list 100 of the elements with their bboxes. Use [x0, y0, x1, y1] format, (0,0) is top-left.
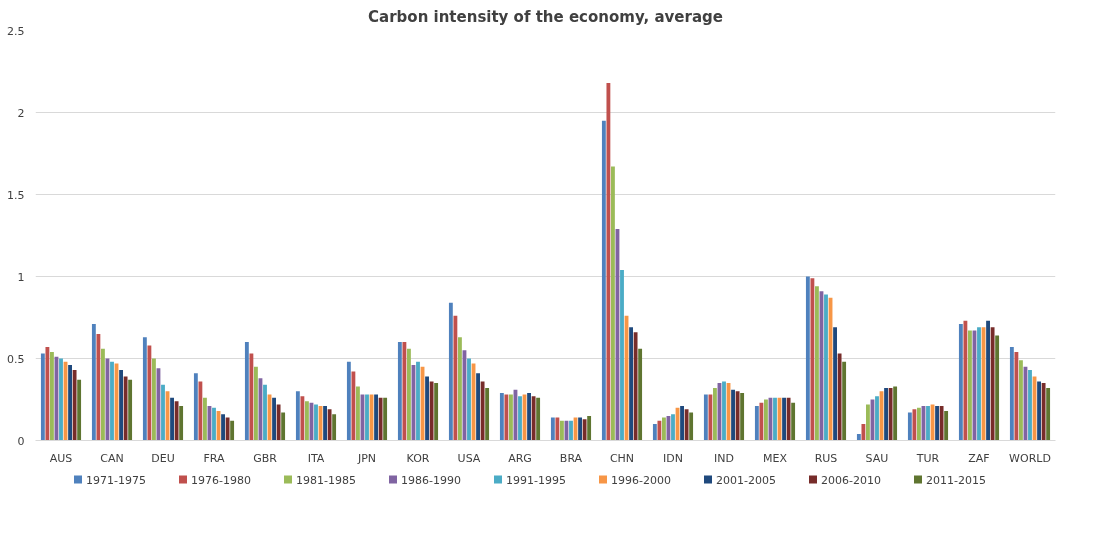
bar [671, 414, 675, 441]
bar [174, 401, 179, 441]
bar [198, 381, 203, 441]
bar [147, 345, 152, 441]
bar [332, 414, 337, 441]
bar [939, 406, 944, 441]
bar [754, 406, 759, 441]
x-tick-label: ARG [508, 451, 532, 465]
legend-label: 1971-1975 [86, 473, 146, 487]
bar [300, 396, 305, 441]
bar [888, 388, 893, 441]
bar [810, 278, 815, 441]
bar [170, 397, 174, 441]
bar [995, 335, 1000, 441]
bar [1046, 388, 1051, 441]
bar [203, 397, 207, 441]
bar [295, 391, 300, 441]
bar [429, 381, 434, 441]
bar [856, 433, 861, 441]
bar [40, 353, 45, 441]
bar [77, 379, 82, 441]
bar [397, 342, 402, 441]
bar [764, 399, 768, 441]
bar [611, 166, 615, 441]
bar [620, 269, 624, 441]
bar [893, 386, 898, 441]
x-tick-label: IDN [663, 451, 683, 465]
bar [968, 330, 972, 441]
bar [550, 417, 555, 441]
bar [837, 353, 842, 441]
x-tick-label: TUR [915, 451, 940, 465]
bar [791, 402, 796, 441]
bar [773, 397, 777, 441]
bar [123, 376, 128, 441]
legend-label: 1986-1990 [401, 473, 461, 487]
bar [587, 415, 592, 441]
bar [657, 420, 662, 441]
bar [1014, 351, 1019, 441]
bar [926, 406, 930, 441]
bar [786, 397, 791, 441]
bar [689, 412, 694, 441]
bar [378, 397, 383, 441]
bar [759, 402, 764, 441]
bar [638, 348, 643, 441]
bar [161, 384, 165, 441]
x-tick-label: ZAF [968, 451, 990, 465]
bar [59, 358, 63, 441]
bar [314, 404, 318, 441]
bar [254, 366, 258, 441]
bar [1009, 347, 1014, 441]
x-tick-label: RUS [814, 451, 838, 465]
bar [119, 369, 123, 441]
x-tick-label: KOR [406, 451, 430, 465]
y-tick-label: 0.5 [7, 352, 25, 366]
bar [434, 383, 439, 441]
x-tick-label: JPN [356, 451, 377, 465]
bar [212, 407, 216, 441]
bar [629, 327, 633, 441]
bar [249, 353, 254, 441]
bar [935, 406, 939, 441]
bar [453, 315, 458, 441]
bar [633, 332, 638, 441]
x-tick-label: USA [457, 451, 481, 465]
bar [448, 302, 453, 441]
bar [346, 361, 351, 441]
bar [152, 358, 156, 441]
bar [416, 361, 420, 441]
bar [990, 327, 995, 441]
bar [365, 394, 369, 441]
bar [45, 347, 50, 441]
bar [866, 404, 870, 441]
bar [476, 373, 480, 441]
x-tick-label: DEU [151, 451, 175, 465]
bar [703, 394, 708, 441]
bar [1041, 383, 1046, 441]
bar [68, 365, 72, 441]
bar [230, 420, 235, 441]
bar [578, 417, 582, 441]
bar [735, 391, 740, 441]
y-tick-label: 2.5 [7, 24, 25, 38]
bar [824, 294, 828, 441]
bar [713, 388, 717, 441]
bar [383, 397, 388, 441]
bar [272, 397, 276, 441]
bar [680, 406, 684, 441]
y-tick-label: 1.5 [7, 188, 25, 202]
x-tick-label: CHN [609, 451, 635, 465]
bar [1037, 381, 1041, 441]
bar [536, 397, 541, 441]
bar [884, 388, 888, 441]
bar [402, 342, 407, 441]
bar [351, 371, 356, 441]
bar [327, 409, 332, 441]
bar [467, 358, 471, 441]
bar [480, 381, 485, 441]
bar [740, 392, 745, 441]
bar [263, 384, 267, 441]
bar [509, 394, 513, 441]
bar [977, 327, 981, 441]
x-tick-label: FRA [203, 451, 225, 465]
